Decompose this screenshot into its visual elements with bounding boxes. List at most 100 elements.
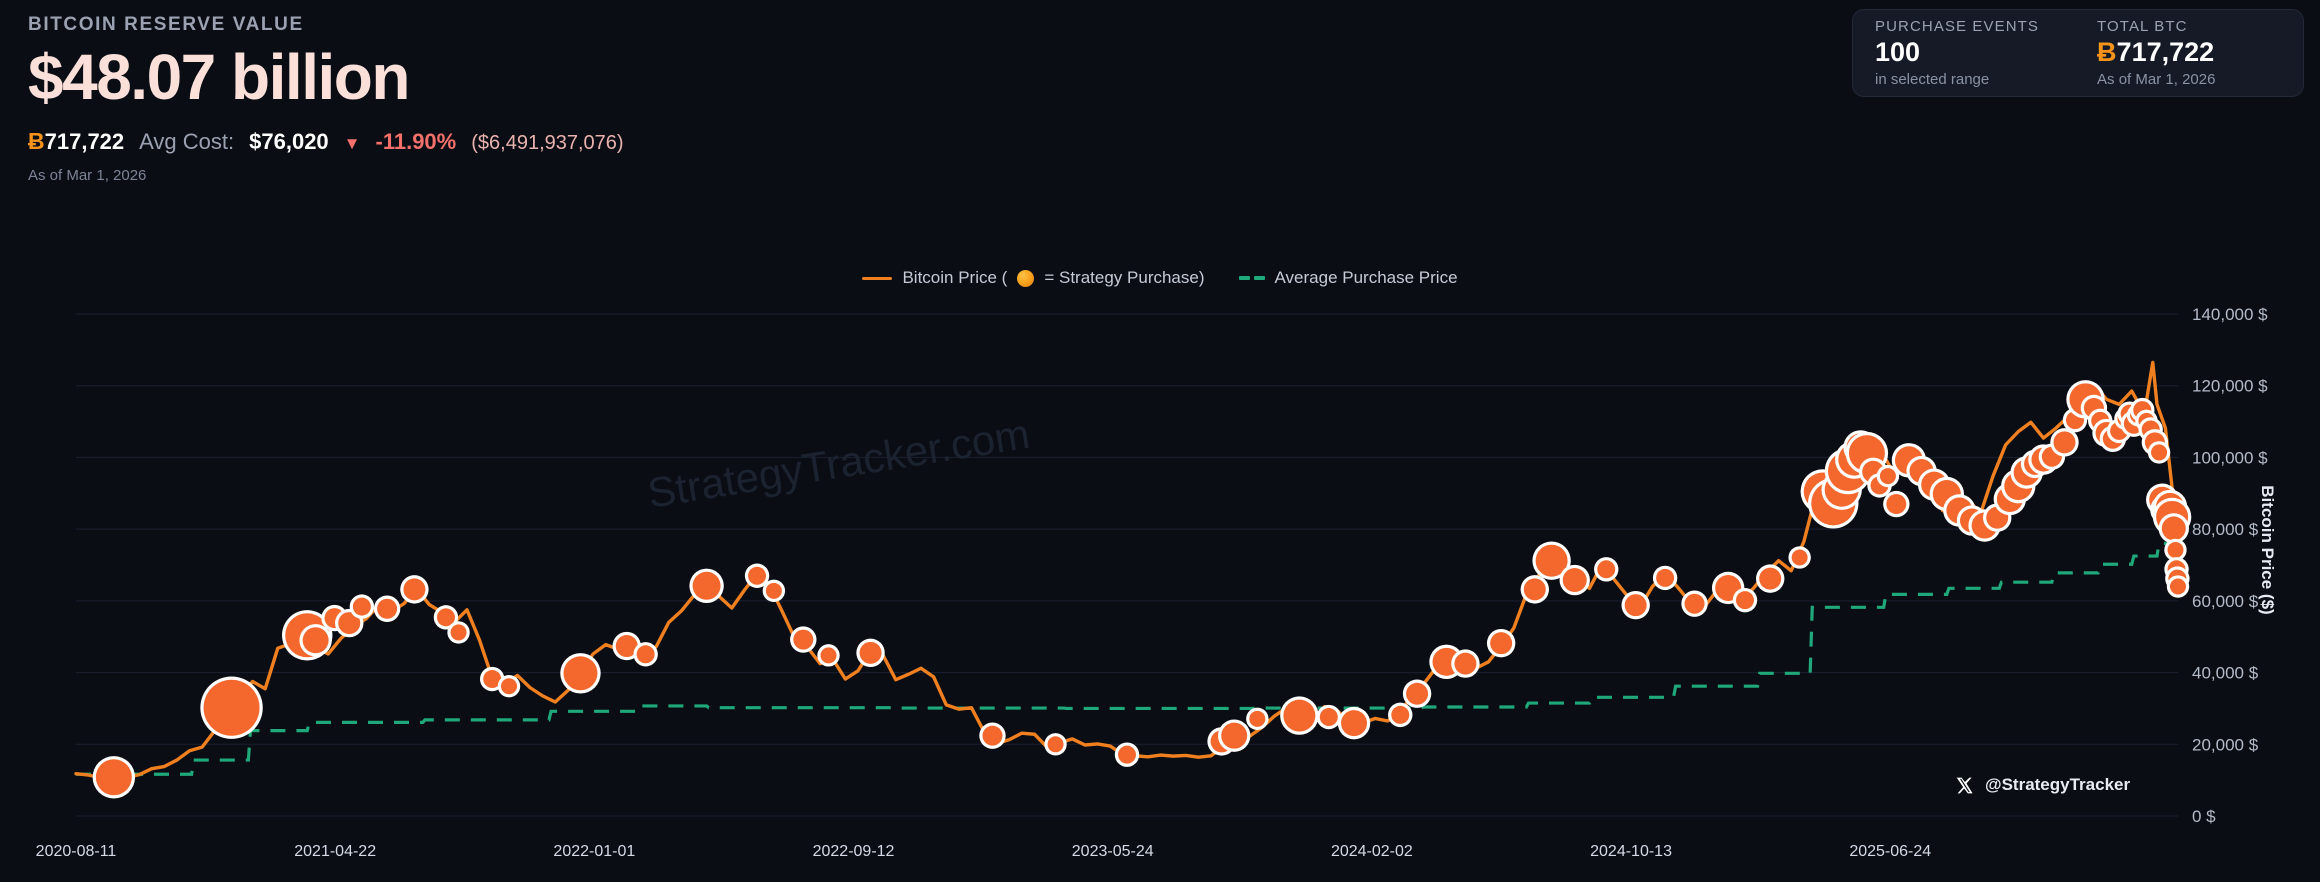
purchase-event-marker[interactable]	[982, 725, 1003, 746]
purchase-event-marker[interactable]	[1118, 745, 1136, 764]
y-axis-title: Bitcoin Price ($)	[2258, 485, 2277, 614]
header-as-of-date: As of Mar 1, 2026	[28, 166, 147, 184]
purchase-event-marker[interactable]	[302, 627, 329, 654]
svg-text:60,000 $: 60,000 $	[2192, 592, 2259, 611]
purchase-event-marker[interactable]	[1523, 578, 1546, 601]
purchase-event-marker[interactable]	[1454, 652, 1477, 675]
purchase-event-marker[interactable]	[1047, 736, 1064, 753]
total-btc-sublabel: As of Mar 1, 2026	[2097, 70, 2216, 88]
purchase-event-marker[interactable]	[1283, 699, 1316, 732]
legend-item-average-price[interactable]: Average Purchase Price	[1238, 268, 1458, 288]
purchase-event-marker[interactable]	[1684, 593, 1705, 614]
trend-down-icon: ▼	[343, 133, 361, 153]
purchase-events-stat: PURCHASE EVENTS 100 in selected range	[1875, 18, 2039, 88]
svg-text:2020-08-11: 2020-08-11	[36, 843, 117, 860]
purchase-event-marker[interactable]	[436, 608, 455, 627]
page-title: $48.07 billion	[28, 41, 410, 113]
purchase-event-markers[interactable]	[92, 380, 2192, 799]
purchase-event-marker[interactable]	[501, 678, 518, 695]
purchase-event-marker[interactable]	[615, 635, 638, 658]
purchase-event-marker[interactable]	[450, 624, 467, 641]
social-handle-text: @StrategyTracker	[1985, 775, 2131, 794]
purchase-event-marker[interactable]	[1597, 560, 1616, 579]
avg-cost-value: $76,020	[249, 128, 329, 154]
avg-cost-label: Avg Cost:	[139, 128, 235, 154]
legend-label-price-post: = Strategy Purchase)	[1044, 268, 1205, 287]
svg-text:80,000 $: 80,000 $	[2192, 520, 2259, 539]
purchase-event-marker[interactable]	[636, 645, 655, 664]
delta-absolute: ($6,491,937,076)	[471, 131, 624, 154]
svg-text:100,000 $: 100,000 $	[2192, 448, 2268, 467]
purchase-event-marker[interactable]	[563, 656, 598, 691]
purchase-event-marker[interactable]	[1562, 568, 1587, 593]
purchase-event-marker[interactable]	[1879, 468, 1896, 485]
svg-text:40,000 $: 40,000 $	[2192, 664, 2259, 683]
purchase-event-marker[interactable]	[1535, 544, 1568, 577]
purchase-event-marker[interactable]	[1791, 549, 1808, 566]
average-purchase-price-line	[76, 541, 2178, 776]
bitcoin-symbol-icon: Ƀ	[2097, 37, 2117, 68]
social-handle[interactable]: @StrategyTracker	[1955, 775, 2130, 795]
svg-text:0 $: 0 $	[2192, 807, 2216, 826]
summary-card: PURCHASE EVENTS 100 in selected range TO…	[1852, 9, 2304, 97]
price-chart[interactable]: 0 $ 20,000 $ 40,000 $ 60,000 $ 80,000 $ 100,0…	[0, 292, 2320, 882]
purchase-event-marker[interactable]	[2151, 444, 2168, 461]
btc-holdings: Ƀ717,722	[28, 128, 124, 155]
svg-text:2022-09-12: 2022-09-12	[813, 843, 895, 860]
total-btc-label: TOTAL BTC	[2097, 18, 2188, 36]
chart-x-axis-labels: 2020-08-11 2021-04-22 2022-01-01 2022-09-12…	[36, 843, 1932, 860]
purchase-event-marker[interactable]	[338, 612, 361, 635]
purchase-event-marker[interactable]	[1406, 682, 1429, 705]
purchase-event-marker[interactable]	[352, 597, 371, 616]
purchase-event-marker[interactable]	[2161, 516, 2186, 541]
chart-y-axis-labels: 0 $ 20,000 $ 40,000 $ 60,000 $ 80,000 $ 100,0…	[2192, 305, 2268, 826]
total-btc-number: 717,722	[2116, 37, 2215, 68]
legend-label-average: Average Purchase Price	[1274, 268, 1458, 287]
legend-line-icon	[862, 276, 893, 280]
purchase-event-marker[interactable]	[203, 679, 260, 736]
chart-gridlines	[76, 313, 2178, 817]
purchase-event-marker[interactable]	[95, 759, 132, 796]
delta-percent: -11.90%	[375, 128, 457, 154]
purchase-event-marker[interactable]	[1221, 722, 1248, 749]
header-block: BITCOIN RESERVE VALUE $48.07 billion Ƀ71…	[28, 14, 624, 184]
purchase-marker-icon	[1017, 269, 1035, 287]
purchase-event-marker[interactable]	[1341, 710, 1368, 737]
purchase-event-marker[interactable]	[1391, 705, 1410, 724]
purchase-event-marker[interactable]	[2167, 541, 2184, 558]
purchase-event-marker[interactable]	[483, 670, 502, 689]
purchase-event-marker[interactable]	[859, 641, 882, 664]
svg-text:2021-04-22: 2021-04-22	[294, 843, 376, 860]
svg-text:2024-10-13: 2024-10-13	[1590, 843, 1672, 860]
purchase-event-marker[interactable]	[1490, 632, 1513, 655]
purchase-event-marker[interactable]	[1249, 710, 1266, 727]
svg-text:2022-01-01: 2022-01-01	[553, 843, 635, 860]
svg-text:2023-05-24: 2023-05-24	[1072, 843, 1154, 860]
legend-item-bitcoin-price[interactable]: Bitcoin Price ( = Strategy Purchase)	[862, 268, 1205, 288]
purchase-event-marker[interactable]	[1735, 591, 1754, 610]
purchase-event-marker[interactable]	[377, 598, 398, 619]
svg-text:2025-06-24: 2025-06-24	[1849, 843, 1931, 860]
purchase-event-marker[interactable]	[1319, 708, 1338, 727]
purchase-event-marker[interactable]	[1886, 494, 1907, 515]
purchase-event-marker[interactable]	[765, 582, 782, 599]
purchase-event-marker[interactable]	[2170, 578, 2186, 595]
purchase-event-marker[interactable]	[1624, 594, 1647, 617]
btc-holdings-value: 717,722	[44, 128, 125, 154]
purchase-event-marker[interactable]	[403, 578, 426, 601]
total-btc-value: Ƀ717,722	[2097, 37, 2215, 68]
purchase-event-marker[interactable]	[2053, 431, 2076, 454]
bitcoin-symbol-icon: Ƀ	[28, 127, 45, 154]
purchase-event-marker[interactable]	[692, 571, 721, 600]
page-eyebrow: BITCOIN RESERVE VALUE	[28, 14, 304, 35]
svg-text:120,000 $: 120,000 $	[2192, 377, 2268, 396]
purchase-event-marker[interactable]	[820, 647, 837, 664]
purchase-event-marker[interactable]	[1656, 568, 1675, 587]
purchase-event-marker[interactable]	[748, 566, 767, 585]
purchase-event-marker[interactable]	[1759, 567, 1782, 590]
chart-legend: Bitcoin Price ( = Strategy Purchase) Ave…	[0, 268, 2320, 288]
purchase-event-marker[interactable]	[793, 629, 814, 650]
total-btc-stat: TOTAL BTC Ƀ717,722 As of Mar 1, 2026	[2097, 18, 2215, 88]
bitcoin-price-line	[74, 360, 2180, 780]
purchase-events-label: PURCHASE EVENTS	[1875, 18, 2040, 36]
